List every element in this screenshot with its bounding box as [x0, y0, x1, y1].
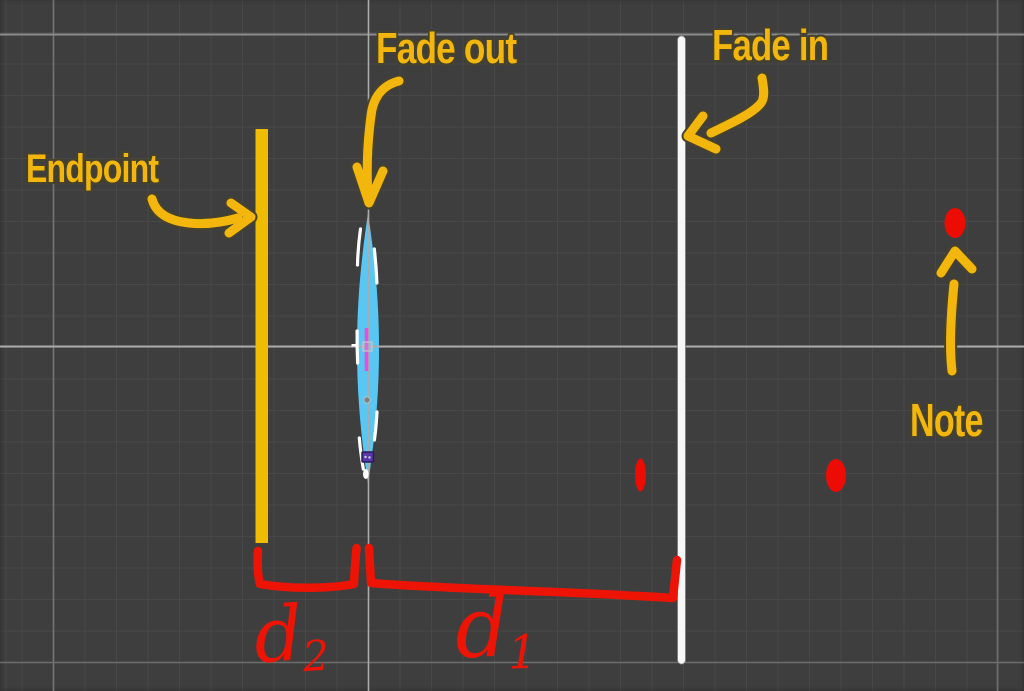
d2-bracket	[253, 543, 361, 592]
fade-in-line[interactable]	[677, 35, 686, 665]
d1-distance-label: d1	[453, 578, 540, 680]
note-dot-highlighted[interactable]	[944, 208, 966, 238]
note-arrow	[934, 244, 979, 378]
hold-note-tip-highlight	[363, 469, 369, 479]
endpoint-label: Endpoint	[26, 147, 159, 191]
note-dot[interactable]	[826, 459, 846, 492]
d2-base: d	[250, 588, 306, 681]
d1-base: d	[453, 577, 511, 678]
d2-subscript: 2	[300, 630, 331, 681]
annotation-arrows	[145, 71, 979, 378]
fade-out-label: Fade out	[376, 24, 517, 73]
event-marker[interactable]	[361, 451, 375, 463]
endpoint-arrow	[145, 192, 258, 240]
fade-out-arrow	[350, 74, 406, 210]
distance-brackets	[253, 543, 682, 603]
hold-note-highlights	[355, 227, 379, 471]
fade-in-label: Fade in	[712, 21, 829, 70]
origin-gizmo[interactable]	[362, 341, 373, 352]
fade-in-arrow	[681, 71, 771, 156]
d2-distance-label: d2	[251, 588, 331, 681]
endpoint-bar[interactable]	[255, 129, 269, 543]
axis-tick-highlight	[351, 344, 357, 347]
d1-subscript: 1	[506, 624, 539, 680]
node-handle[interactable]	[363, 396, 371, 404]
d1-bracket	[364, 543, 682, 603]
note-dot[interactable]	[635, 458, 646, 492]
note-label: Note	[910, 394, 983, 446]
